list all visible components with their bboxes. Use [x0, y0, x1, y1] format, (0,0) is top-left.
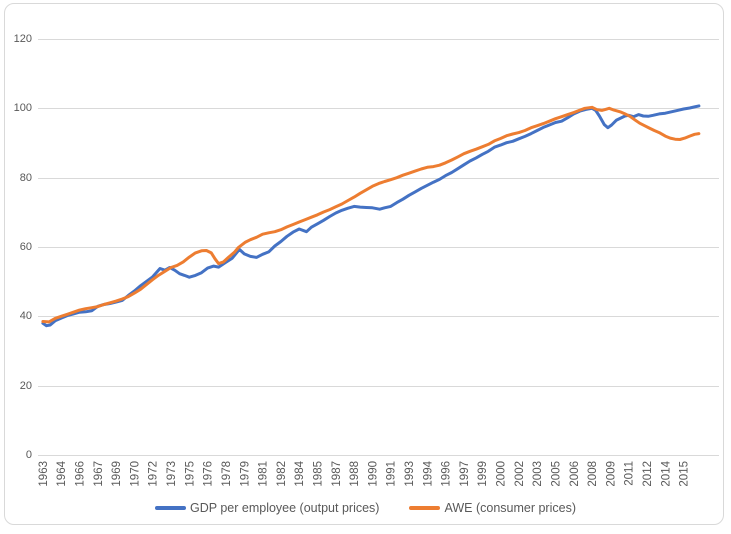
legend-label-gdp: GDP per employee (output prices) [190, 501, 380, 515]
x-axis-tick-label: 2000 [496, 461, 508, 487]
y-axis-tick-label: 0 [25, 449, 32, 461]
x-axis-tick-label: 1964 [56, 460, 68, 486]
y-axis-tick-label: 20 [19, 379, 32, 392]
x-axis-tick-label: 1987 [331, 461, 343, 487]
x-axis-tick-label: 1984 [294, 460, 306, 486]
x-axis-tick-label: 1988 [349, 461, 361, 487]
x-axis-tick-label: 2005 [551, 461, 563, 487]
x-axis-tick-label: 1994 [422, 460, 434, 486]
x-axis-tick-label: 1996 [441, 461, 453, 487]
x-axis-tick-label: 1985 [313, 461, 325, 487]
x-axis-tick-label: 2015 [679, 461, 691, 487]
x-axis-tick-label: 1963 [38, 461, 50, 487]
x-axis-tick-label: 2002 [514, 461, 526, 487]
x-axis-tick-label: 1990 [367, 461, 379, 487]
x-axis-tick-label: 1967 [93, 461, 105, 487]
x-axis-tick-label: 1972 [148, 461, 160, 487]
x-axis-tick-label: 1997 [459, 461, 471, 487]
x-axis-tick-label: 1991 [386, 461, 398, 487]
x-axis-tick-label: 1999 [477, 461, 489, 487]
x-axis-tick-label: 1982 [276, 461, 288, 487]
x-axis-tick-label: 1966 [75, 461, 87, 487]
x-axis-tick-label: 1969 [111, 461, 123, 487]
x-axis-tick-label: 1970 [129, 461, 141, 487]
x-axis-tick-label: 1993 [404, 461, 416, 487]
x-axis-tick-label: 2008 [587, 461, 599, 487]
legend-item-gdp[interactable]: GDP per employee (output prices) [155, 501, 379, 515]
x-axis-tick-label: 2014 [660, 460, 672, 486]
x-axis-tick-label: 1979 [239, 461, 251, 487]
chart-frame-border [4, 3, 724, 525]
legend-label-awe: AWE (consumer prices) [444, 501, 576, 515]
gdp-line [41, 104, 701, 328]
legend-item-awe[interactable]: AWE (consumer prices) [409, 501, 576, 515]
x-axis-tick-label: 1976 [203, 461, 215, 487]
x-axis-tick-label: 2003 [532, 461, 544, 487]
x-axis-tick-label: 2011 [624, 461, 636, 486]
x-axis-tick-label: 1981 [258, 461, 270, 487]
x-axis-tick-label: 2012 [642, 461, 654, 487]
y-axis-tick-label: 100 [13, 102, 32, 115]
x-axis-tick-label: 1975 [184, 461, 196, 487]
x-axis-tick-label: 1978 [221, 461, 233, 487]
awe-line-swatch [409, 506, 441, 510]
x-axis-tick-label: 2006 [569, 461, 581, 487]
y-axis-tick-label: 120 [13, 33, 32, 45]
y-axis-tick-label: 80 [19, 171, 32, 184]
chart-legend: GDP per employee (output prices) AWE (co… [0, 499, 731, 517]
x-axis-tick-label: 2009 [605, 461, 617, 487]
y-axis-tick-label: 60 [19, 241, 32, 253]
awe-line [41, 105, 701, 324]
x-axis-tick-label: 1973 [166, 461, 178, 487]
gdp-line-swatch [155, 506, 187, 510]
y-axis-tick-label: 40 [19, 310, 32, 323]
